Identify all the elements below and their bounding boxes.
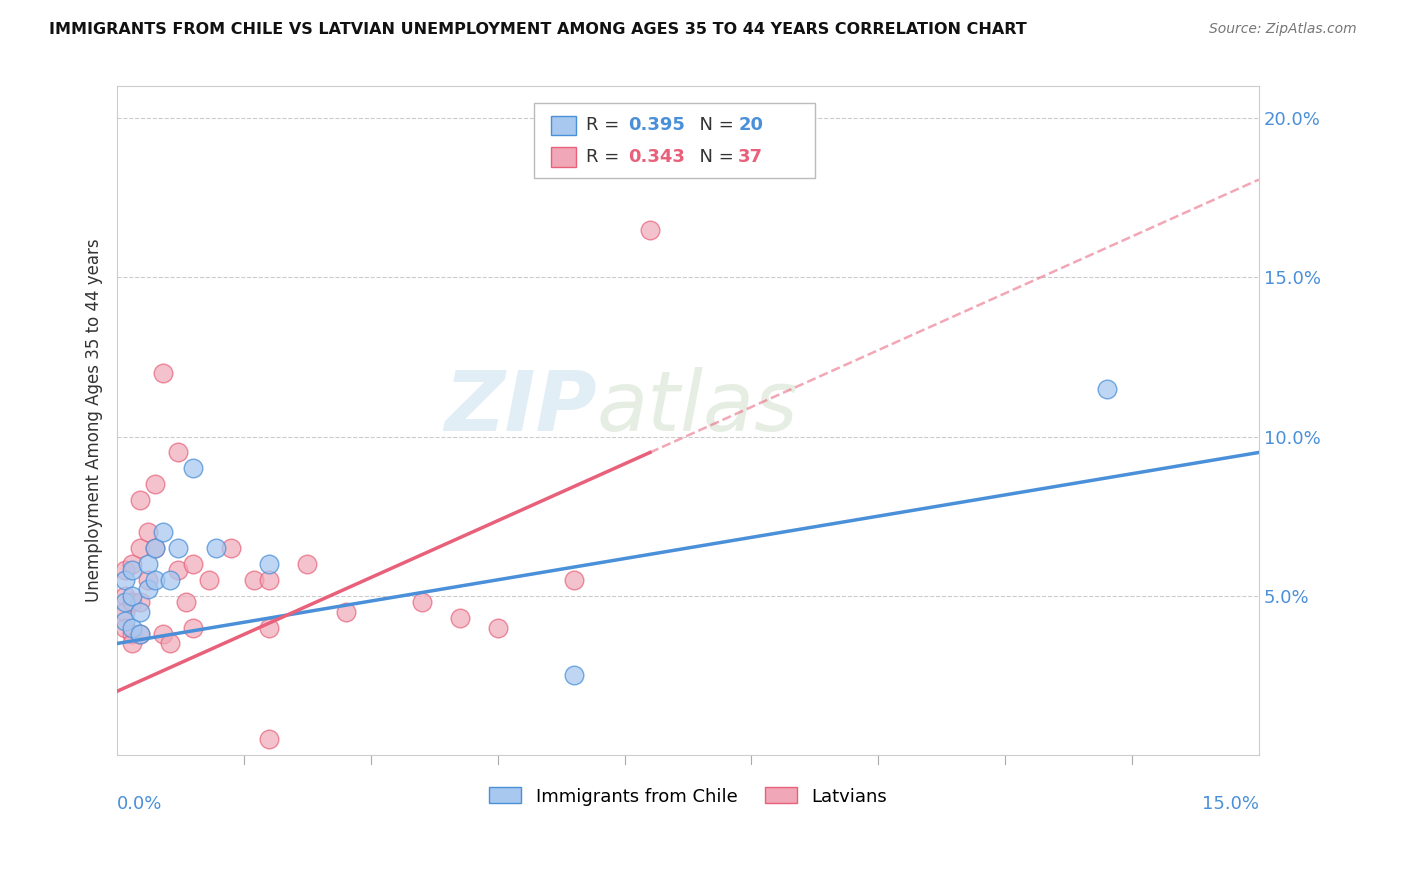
Point [114, 589, 136, 603]
Text: N =: N = [688, 148, 740, 166]
Point [136, 582, 159, 597]
Point [159, 636, 181, 650]
Point [114, 573, 136, 587]
Point [167, 563, 190, 577]
Point [114, 563, 136, 577]
Point [411, 595, 433, 609]
Point [297, 557, 319, 571]
Point [152, 627, 174, 641]
Point [121, 563, 143, 577]
Point [143, 541, 166, 555]
Point [129, 541, 152, 555]
Point [174, 595, 197, 609]
Text: ZIP: ZIP [444, 367, 596, 448]
Text: 15.0%: 15.0% [1202, 795, 1258, 813]
Point [167, 541, 190, 555]
Text: R =: R = [586, 148, 626, 166]
Text: IMMIGRANTS FROM CHILE VS LATVIAN UNEMPLOYMENT AMONG AGES 35 TO 44 YEARS CORRELAT: IMMIGRANTS FROM CHILE VS LATVIAN UNEMPLO… [49, 22, 1026, 37]
Point [143, 573, 166, 587]
Point [129, 595, 152, 609]
Point [121, 636, 143, 650]
Point [121, 621, 143, 635]
Point [167, 445, 190, 459]
Point [197, 573, 219, 587]
Point [136, 524, 159, 539]
Point [335, 605, 357, 619]
Text: 20: 20 [738, 116, 763, 135]
Point [129, 627, 152, 641]
Point [1095, 382, 1118, 396]
Point [121, 627, 143, 641]
Point [159, 573, 181, 587]
Point [638, 222, 661, 236]
Text: atlas: atlas [596, 367, 799, 448]
Point [205, 541, 228, 555]
Point [129, 493, 152, 508]
Text: R =: R = [586, 116, 626, 135]
Point [114, 595, 136, 609]
Point [152, 366, 174, 380]
Text: 0.343: 0.343 [628, 148, 685, 166]
Point [136, 557, 159, 571]
Point [221, 541, 243, 555]
Point [143, 541, 166, 555]
Point [121, 595, 143, 609]
Point [121, 557, 143, 571]
Text: Source: ZipAtlas.com: Source: ZipAtlas.com [1209, 22, 1357, 37]
Point [259, 573, 281, 587]
Point [114, 621, 136, 635]
Point [114, 614, 136, 628]
Point [129, 605, 152, 619]
Point [136, 573, 159, 587]
Point [486, 621, 509, 635]
Legend: Immigrants from Chile, Latvians: Immigrants from Chile, Latvians [482, 780, 894, 813]
Y-axis label: Unemployment Among Ages 35 to 44 years: Unemployment Among Ages 35 to 44 years [86, 239, 103, 602]
Point [259, 731, 281, 746]
Point [259, 557, 281, 571]
Text: 0.395: 0.395 [628, 116, 685, 135]
Point [243, 573, 266, 587]
Point [143, 477, 166, 491]
Point [152, 524, 174, 539]
Text: 0.0%: 0.0% [117, 795, 163, 813]
Point [181, 621, 204, 635]
Point [181, 461, 204, 475]
Point [181, 557, 204, 571]
Point [121, 589, 143, 603]
Point [114, 605, 136, 619]
Point [129, 627, 152, 641]
Text: N =: N = [688, 116, 740, 135]
Point [259, 621, 281, 635]
Point [562, 573, 585, 587]
Text: 37: 37 [738, 148, 763, 166]
Point [449, 611, 471, 625]
Point [562, 668, 585, 682]
